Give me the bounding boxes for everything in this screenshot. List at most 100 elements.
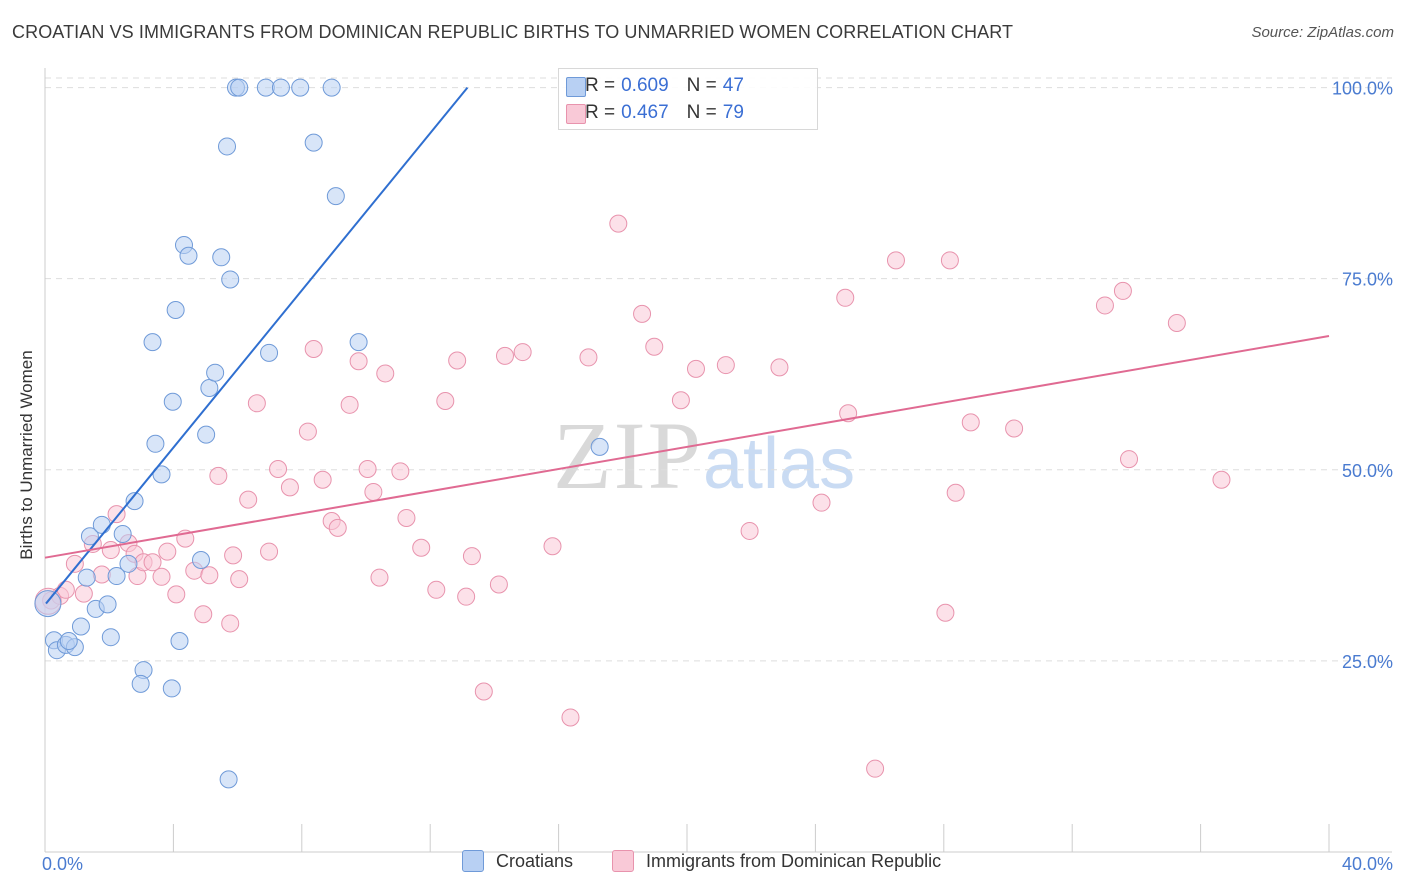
croatian-point xyxy=(218,137,237,156)
legend-label: Croatians xyxy=(496,850,574,871)
legend: Croatians Immigrants from Dominican Repu… xyxy=(0,850,1406,878)
dominican-point xyxy=(1120,450,1139,469)
tick-labels: 25.0% 50.0% 75.0% 100.0% 0.0% 40.0% xyxy=(42,79,1393,874)
dominican-point xyxy=(376,364,395,383)
watermark-atlas: atlas xyxy=(703,424,856,504)
dominican-point xyxy=(1005,419,1024,438)
croatian-point xyxy=(219,770,238,789)
dominican-point xyxy=(886,251,905,270)
dominican-point xyxy=(474,682,493,701)
dominican-point xyxy=(224,546,243,565)
dominican-point xyxy=(391,462,410,481)
dominican-point xyxy=(349,352,368,371)
croatian-point xyxy=(349,333,368,352)
dominican-point xyxy=(260,542,279,561)
dominican-point xyxy=(716,356,735,375)
croatian-point xyxy=(260,343,279,362)
watermark-zip: ZIP xyxy=(553,402,703,509)
dominican-point xyxy=(370,568,389,587)
dominican-point xyxy=(304,340,323,359)
dominican-point xyxy=(645,337,664,356)
dominican-point xyxy=(364,482,383,501)
dominican-point xyxy=(462,547,481,566)
n-label: N = xyxy=(686,102,717,123)
dominican-point xyxy=(74,584,93,603)
stats-row-croatians: R = 0.609 N = 47 xyxy=(566,73,744,99)
croatian-point xyxy=(146,434,165,453)
dominican-point xyxy=(836,288,855,307)
r-label: R = xyxy=(585,75,616,96)
croatian-point xyxy=(206,363,225,382)
croatian-point xyxy=(179,246,198,265)
dominican-point xyxy=(247,394,266,413)
dominican-point xyxy=(412,538,431,557)
dominican-point xyxy=(1167,314,1186,333)
dominican-point xyxy=(143,553,162,572)
dominican-point xyxy=(936,603,955,622)
legend-label: Immigrants from Dominican Republic xyxy=(646,850,942,871)
croatian-point xyxy=(98,595,117,614)
dominican-point xyxy=(221,614,240,633)
croatian-point xyxy=(71,617,90,636)
croatian-point xyxy=(152,465,171,484)
n-value: 79 xyxy=(722,102,744,123)
dominican-point xyxy=(812,493,831,512)
dominican-point xyxy=(328,518,347,537)
dominican-point xyxy=(200,566,219,585)
croatian-point xyxy=(322,78,341,97)
dominican-point xyxy=(940,251,959,270)
dominican-point xyxy=(298,422,317,441)
croatian-point xyxy=(200,378,219,397)
source-credit: Source: ZipAtlas.com xyxy=(1251,24,1394,41)
croatian-point xyxy=(326,187,345,206)
dominican-point xyxy=(340,395,359,414)
legend-item-dominican[interactable]: Immigrants from Dominican Republic xyxy=(612,850,941,872)
legend-swatch-dominican xyxy=(612,850,634,872)
stats-row-dominican: R = 0.467 N = 79 xyxy=(566,100,744,126)
n-value: 47 xyxy=(722,75,744,96)
trend-lines xyxy=(44,86,1330,605)
dominican-point xyxy=(436,391,455,410)
dominican-point xyxy=(740,521,759,540)
croatian-point xyxy=(34,590,62,618)
dominican-point xyxy=(561,708,580,727)
watermark: ZIPatlas xyxy=(553,400,855,511)
croatian-point xyxy=(80,527,99,546)
dominican-point xyxy=(313,470,332,489)
r-value: 0.467 xyxy=(621,102,669,123)
legend-item-croatians[interactable]: Croatians xyxy=(462,850,573,872)
dominican-point xyxy=(489,575,508,594)
croatian-point xyxy=(119,554,138,573)
dominican-swatch xyxy=(566,104,586,124)
dominican-point xyxy=(101,541,120,560)
croatian-point xyxy=(143,333,162,352)
croatian-point xyxy=(101,628,120,647)
dominican-point xyxy=(448,351,467,370)
croatian-point xyxy=(92,515,111,534)
dominican-point xyxy=(633,304,652,323)
croatian-point xyxy=(256,78,275,97)
dominican-point xyxy=(770,358,789,377)
r-label: R = xyxy=(585,102,616,123)
dominican-point xyxy=(158,542,177,561)
dominican-point xyxy=(543,537,562,556)
y-tick-label: 100.0% xyxy=(1332,79,1393,99)
croatian-point xyxy=(291,78,310,97)
croatian-point xyxy=(59,632,78,651)
croatian-point xyxy=(221,270,240,289)
x-tick-label: 40.0% xyxy=(1342,854,1393,874)
croatian-point xyxy=(230,78,249,97)
dominican-point xyxy=(230,570,249,589)
croatian-point xyxy=(162,679,181,698)
croatian-point xyxy=(113,525,132,544)
x-tick-label: 0.0% xyxy=(42,854,83,874)
dominican-points xyxy=(34,214,1231,778)
dominican-point xyxy=(427,580,446,599)
croatian-trend-line xyxy=(45,86,469,605)
y-tick-label: 50.0% xyxy=(1342,461,1393,481)
y-axis-label: Births to Unmarried Women xyxy=(17,350,36,560)
dominican-point xyxy=(513,343,532,362)
stats-box: R = 0.609 N = 47 R = 0.467 N = 79 xyxy=(558,68,818,130)
croatian-point xyxy=(131,674,150,693)
